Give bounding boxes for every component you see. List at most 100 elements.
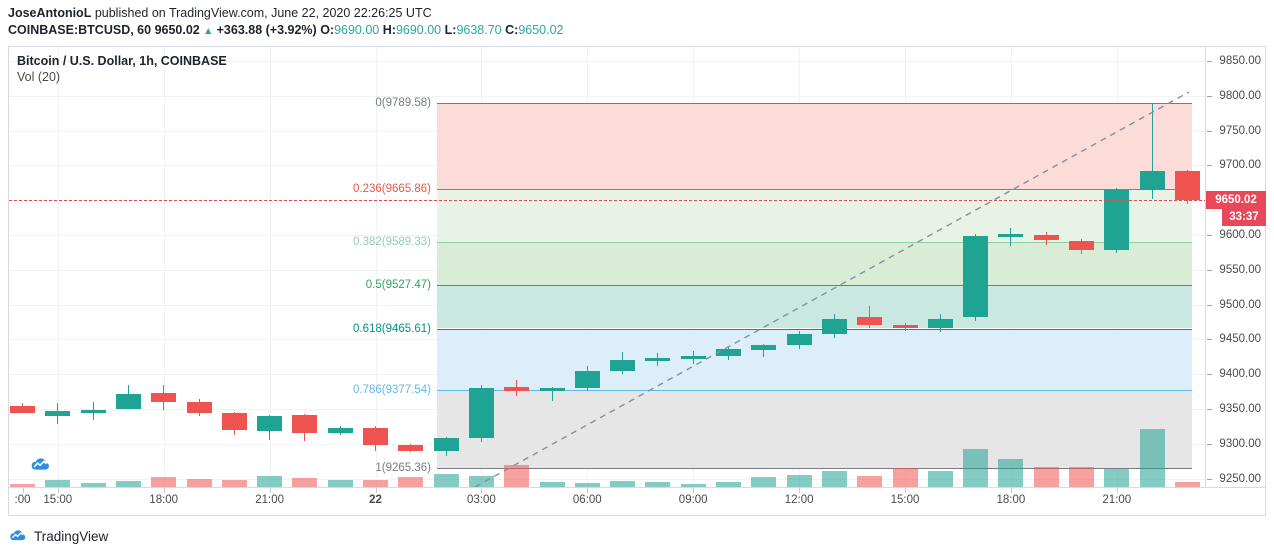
time-tick-mark — [375, 488, 377, 493]
price-tick-mark — [1207, 304, 1212, 306]
time-tick-mark — [269, 488, 271, 493]
volume-bar — [1174, 482, 1200, 487]
grid-line-vertical — [163, 47, 165, 487]
chart-legend: Bitcoin / U.S. Dollar, 1h, COINBASE Vol … — [17, 53, 227, 85]
candle-body — [751, 344, 777, 350]
volume-bar — [398, 477, 424, 487]
fib-level-label: 0.236(9665.86) — [352, 183, 431, 196]
candle-body — [716, 349, 741, 357]
legend-title: Bitcoin / U.S. Dollar, 1h, COINBASE — [17, 54, 227, 68]
volume-bar — [1033, 466, 1059, 487]
candle-body — [257, 415, 283, 432]
grid-line-horizontal — [9, 95, 1205, 97]
candle-wick — [1010, 228, 1012, 247]
fib-zone — [437, 285, 1192, 329]
price-tick-label: 9400.00 — [1219, 368, 1261, 381]
volume-bar — [574, 482, 600, 487]
candle-body — [504, 387, 530, 391]
chart-pane[interactable]: Bitcoin / U.S. Dollar, 1h, COINBASE Vol … — [8, 46, 1206, 488]
fib-zone — [437, 328, 1192, 390]
candle-body — [645, 358, 671, 362]
candle-body — [857, 317, 883, 326]
candle-body — [10, 405, 35, 414]
candle-body — [1139, 170, 1165, 191]
price-tick-label: 9800.00 — [1219, 89, 1261, 102]
candle-body — [963, 236, 989, 317]
low-value: 9638.70 — [456, 23, 502, 37]
fib-level-label: 0.5(9527.47) — [365, 279, 431, 292]
candle-body — [433, 438, 459, 452]
volume-bar — [539, 481, 565, 487]
candle-body — [610, 360, 636, 371]
time-tick-label: 22 — [369, 494, 382, 506]
footer-branding: TradingView — [8, 524, 108, 548]
volume-bar — [927, 471, 953, 487]
high-value: 9690.00 — [395, 23, 442, 37]
volume-bar — [716, 482, 741, 487]
volume-bar — [1069, 466, 1094, 487]
candle-body — [998, 233, 1024, 237]
volume-bar — [1104, 468, 1130, 487]
time-tick-mark — [22, 488, 24, 493]
publish-line: JoseAntonioL published on TradingView.co… — [8, 4, 1274, 22]
candle-body — [327, 428, 353, 433]
grid-line-vertical — [375, 47, 377, 487]
close-value: 9650.02 — [518, 23, 564, 37]
price-tick-label: 9500.00 — [1219, 298, 1261, 311]
price-tick-mark — [1207, 60, 1212, 62]
candle-body — [1174, 170, 1200, 201]
current-price-badge[interactable]: 9650.02 — [1206, 191, 1266, 210]
grid-line-vertical — [57, 47, 59, 487]
candle-body — [892, 325, 918, 329]
fib-level-label: 0(9789.58) — [375, 97, 431, 109]
last-price: 9650.02 — [154, 23, 200, 37]
candle-body — [680, 356, 706, 360]
time-tick-label: 18:00 — [149, 494, 179, 506]
fib-level-line — [437, 189, 1192, 191]
time-tick-label: 12:00 — [784, 494, 814, 506]
volume-bar — [963, 448, 989, 487]
fib-level-line — [437, 328, 1192, 330]
time-tick-label: 18:00 — [996, 494, 1026, 506]
volume-bar — [45, 480, 71, 487]
time-axis[interactable]: :00 15:00 18:00 21:00 22 03:00 06:00 09:00 12:00… — [8, 488, 1266, 516]
time-tick-label: 09:00 — [678, 494, 708, 506]
fib-zone — [437, 189, 1192, 243]
volume-bar — [610, 481, 636, 487]
author-name: JoseAntonioL — [8, 6, 92, 20]
volume-bar — [680, 483, 706, 487]
time-tick-mark — [1116, 488, 1118, 493]
candle-body — [398, 445, 424, 452]
volume-bar — [468, 475, 494, 487]
candle-body — [292, 415, 318, 433]
volume-bar — [151, 477, 177, 487]
time-tick-label: 15:00 — [43, 494, 73, 506]
volume-bar — [821, 470, 847, 487]
grid-line-vertical — [269, 47, 271, 487]
footer-brand-label: TradingView — [34, 528, 109, 544]
up-triangle-icon: ▲ — [203, 26, 214, 37]
fib-zone — [437, 389, 1192, 468]
volume-bar — [1139, 429, 1165, 487]
price-axis[interactable]: 9850.00 9800.00 9750.00 9700.00 9600.00 9550.… — [1206, 46, 1266, 488]
price-tick-label: 9300.00 — [1219, 437, 1261, 450]
volume-bar — [998, 459, 1024, 487]
candle-body — [80, 409, 106, 413]
time-tick-label: :00 — [14, 494, 31, 506]
volume-bar — [892, 467, 918, 487]
price-tick-mark — [1207, 443, 1212, 445]
price-tick-mark — [1207, 409, 1212, 410]
price-tick-label: 9600.00 — [1219, 228, 1261, 241]
volume-bar — [363, 479, 388, 487]
volume-bar — [115, 481, 141, 487]
fib-level-label: 0.382(9589.33) — [352, 236, 431, 249]
price-tick-label: 9350.00 — [1219, 403, 1261, 415]
candle-body — [115, 393, 141, 409]
time-tick-label: 15:00 — [890, 494, 920, 506]
symbol-label: COINBASE:BTCUSD, 60 — [8, 23, 152, 37]
volume-bar — [327, 480, 353, 487]
publish-text: published on TradingView.com, June 22, 2… — [94, 6, 432, 20]
volume-bar — [645, 481, 671, 487]
candle-body — [927, 318, 953, 329]
